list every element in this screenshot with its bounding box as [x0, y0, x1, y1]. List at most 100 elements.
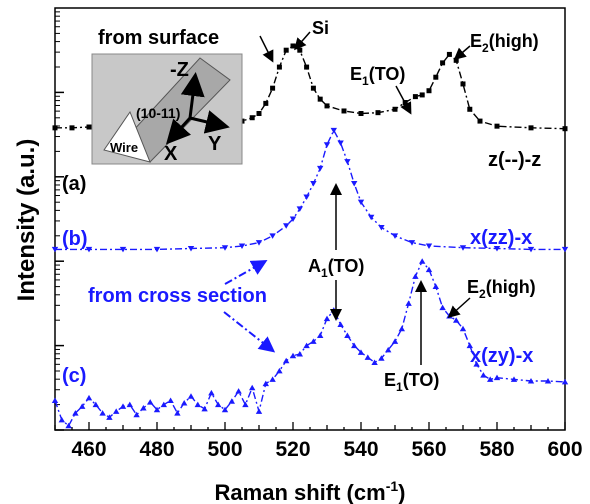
series-c-name: x(zy)-x: [470, 345, 533, 367]
data-point: [263, 100, 269, 106]
data-point: [52, 125, 58, 131]
y-axis-ticks: [55, 11, 64, 431]
cross-section-arrow-down: [223, 311, 276, 353]
data-point: [249, 384, 256, 391]
data-point: [405, 300, 412, 306]
data-point: [493, 246, 501, 252]
x-tick-label: 500: [207, 438, 242, 461]
e2-high-bottom-arrow: [447, 297, 471, 319]
series-a-label: (a): [62, 173, 86, 195]
si-annotation: Si: [312, 18, 329, 38]
data-point: [371, 359, 378, 365]
data-point: [341, 108, 347, 114]
data-point: [412, 273, 419, 279]
data-point: [249, 115, 255, 121]
data-point: [296, 206, 303, 212]
data-point: [494, 123, 500, 129]
data-point: [289, 352, 297, 359]
data-point: [453, 57, 459, 63]
data-point: [310, 85, 316, 91]
data-point: [467, 106, 473, 112]
e1-to-top-arrow: [395, 85, 412, 115]
x-tick-label: 580: [479, 438, 514, 461]
inset-x-label: X: [164, 143, 178, 165]
series-b-label: (b): [62, 228, 88, 250]
data-point: [392, 106, 398, 112]
data-point: [194, 401, 201, 408]
series-c-label: (c): [62, 365, 86, 387]
data-point: [174, 410, 181, 416]
data-point: [283, 47, 289, 53]
data-point: [459, 245, 467, 251]
data-point: [527, 246, 535, 253]
data-point: [72, 410, 79, 416]
data-point: [439, 304, 446, 311]
data-point: [215, 401, 222, 408]
data-point: [289, 216, 297, 222]
data-point: [79, 403, 86, 409]
data-point: [391, 233, 399, 239]
data-point: [187, 393, 195, 399]
data-point: [357, 199, 365, 206]
data-point: [487, 376, 494, 382]
data-point: [235, 388, 242, 394]
inset-wire: [103, 110, 151, 163]
series-line: [54, 259, 566, 427]
data-point: [337, 321, 344, 327]
data-point: [440, 60, 446, 66]
data-point: [480, 372, 487, 378]
data-point: [364, 354, 371, 360]
data-point: [391, 338, 399, 344]
x-tick-label: 560: [411, 438, 446, 461]
data-point: [368, 214, 375, 221]
from-cross-section-annotation: from cross section: [88, 285, 267, 307]
data-point: [181, 399, 188, 406]
e2-high-bottom-annotation: E2(high): [467, 277, 536, 301]
data-point: [58, 416, 65, 423]
data-point: [460, 81, 466, 87]
data-point: [276, 367, 283, 374]
data-point: [385, 346, 392, 353]
data-point: [269, 376, 276, 382]
data-point: [562, 126, 568, 132]
data-point: [303, 194, 310, 201]
data-point: [561, 246, 569, 253]
data-point: [255, 408, 263, 414]
y-axis-label: Intensity (a.u.): [13, 139, 40, 302]
si-arrow: [294, 31, 311, 51]
data-point: [126, 401, 133, 408]
from-surface-annotation: from surface: [98, 27, 219, 49]
e2-high-top-annotation: E2(high): [470, 31, 539, 55]
e2-high-top-arrow: [453, 45, 471, 60]
inset-plane-label: (10-11): [136, 105, 180, 121]
x-axis-label: Raman shift (cm-1): [215, 478, 406, 504]
data-point: [283, 357, 290, 364]
from-surface-arrow: [259, 35, 274, 63]
data-point: [256, 111, 262, 116]
data-point: [358, 111, 364, 116]
data-point: [344, 159, 351, 165]
x-tick-label: 480: [139, 438, 174, 461]
x-tick-label: 460: [71, 438, 106, 461]
data-point: [140, 405, 147, 411]
data-point: [324, 103, 330, 109]
data-point: [119, 246, 127, 253]
data-point: [65, 422, 72, 429]
data-point: [473, 361, 480, 367]
data-point: [351, 181, 358, 187]
inset-y-label: Y: [208, 133, 222, 155]
data-point: [85, 246, 93, 253]
data-point: [153, 406, 161, 413]
series-line: [55, 128, 565, 251]
cross-section-arrow-up: [224, 260, 268, 285]
data-point: [317, 165, 324, 172]
data-point: [425, 243, 433, 250]
data-point: [378, 355, 385, 361]
data-point: [466, 342, 473, 349]
data-point: [296, 351, 303, 357]
x-tick-label: 520: [275, 438, 310, 461]
inset-y-axis: [189, 110, 230, 134]
data-point: [208, 389, 215, 396]
inset-minus-z-label: -Z: [170, 59, 189, 81]
data-point: [310, 181, 317, 187]
